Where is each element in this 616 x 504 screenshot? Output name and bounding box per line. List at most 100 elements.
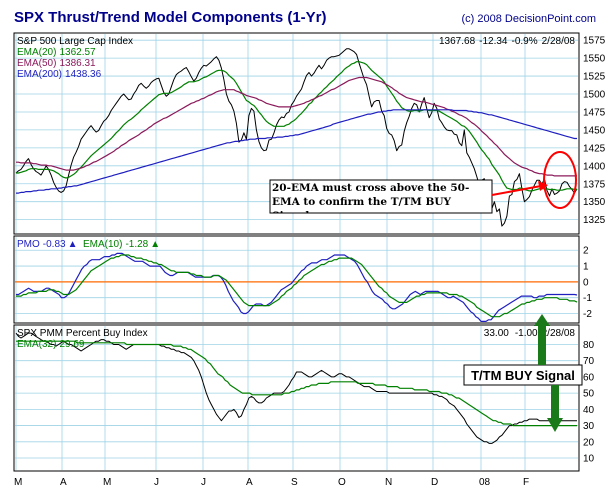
pmo-ytick-label: -1 xyxy=(583,293,592,304)
pmo-grid: 2 1 0 -1 -2 xyxy=(15,237,592,322)
price-ytick-label: 1400 xyxy=(583,161,606,172)
ema20-legend: EMA(20) 1362.57 xyxy=(17,47,96,58)
pmm-panel-frame xyxy=(13,324,580,472)
pmm-readout: 33.00 -1.00 2/28/08 xyxy=(484,328,576,339)
price-ytick-label: 1500 xyxy=(583,90,606,101)
ema50-legend: EMA(50) 1386.31 xyxy=(17,58,96,69)
price-lines xyxy=(15,48,578,227)
price-close: 1367.68 xyxy=(439,36,476,47)
ema200-legend-value: 1438.36 xyxy=(65,69,102,80)
pmm-grid: 80 70 60 50 40 30 20 10 xyxy=(15,326,595,470)
x-month-label: D xyxy=(431,477,438,488)
ema20-legend-value: 1362.57 xyxy=(59,47,96,58)
price-date: 2/28/08 xyxy=(542,36,576,47)
ema-cross-highlight-circle xyxy=(543,151,577,209)
price-ytick-label: 1350 xyxy=(583,197,606,208)
x-axis: M A M J J A S O N D 08 F xyxy=(14,477,529,488)
pmo-ytick-label: -2 xyxy=(583,309,592,320)
x-month-label: F xyxy=(523,477,529,488)
pmo-ema-legend-value: -1.28 xyxy=(125,239,148,250)
pmm-ytick-label: 60 xyxy=(583,372,595,383)
price-ytick-label: 1550 xyxy=(583,54,606,65)
price-ytick-label: 1375 xyxy=(583,179,606,190)
ema50-legend-name: EMA(50) xyxy=(17,58,56,69)
ttm-buy-arrow-lower-shaft xyxy=(551,385,559,419)
ema-cross-callout-box xyxy=(269,179,493,214)
pmm-ema-legend-value: 29.69 xyxy=(59,339,84,350)
ttm-buy-annotation: T/TM BUY Signal xyxy=(463,314,583,432)
pmm-date: 2/28/08 xyxy=(542,328,576,339)
pmm-ema-legend: EMA(32) 29.69 xyxy=(17,339,85,350)
pmo-legend-name: PMO xyxy=(17,239,40,250)
pmo-lines xyxy=(16,252,578,322)
pmo-legend-value: -0.83 xyxy=(43,239,66,250)
ema-cross-arrowhead-icon xyxy=(538,181,548,191)
pmm-ytick-label: 80 xyxy=(583,340,595,351)
price-ema-200-line xyxy=(16,109,577,194)
ema-cross-callout: 20-EMA must cross above the 50-EMA to co… xyxy=(272,182,470,213)
chart-title: SPX Thrust/Trend Model Components (1-Yr) xyxy=(14,9,327,26)
ttm-buy-label-box xyxy=(463,364,583,386)
pmm-series-label: SPX PMM Percent Buy Index xyxy=(17,328,148,339)
ema20-legend-name: EMA(20) xyxy=(17,47,56,58)
x-month-label: O xyxy=(338,477,346,488)
pmo-ema-up-arrow-icon: ▲ xyxy=(150,239,160,250)
x-month-label: N xyxy=(385,477,392,488)
price-ytick-label: 1475 xyxy=(583,107,606,118)
price-change: -12.34 xyxy=(479,36,508,47)
pmm-ytick-label: 10 xyxy=(583,454,595,465)
price-price-line xyxy=(15,48,578,227)
pmo-ytick-label: 2 xyxy=(583,246,589,257)
x-month-label: A xyxy=(60,477,67,488)
x-month-label: A xyxy=(246,477,253,488)
x-month-label: S xyxy=(291,477,298,488)
x-month-label: M xyxy=(103,477,111,488)
ttm-buy-arrow-up-icon xyxy=(534,314,550,326)
ttm-buy-label: T/TM BUY Signal xyxy=(471,368,575,383)
pmm-ytick-label: 70 xyxy=(583,356,595,367)
price-ytick-label: 1425 xyxy=(583,143,606,154)
pmm-ytick-label: 30 xyxy=(583,421,595,432)
pmo-ytick-label: 1 xyxy=(583,262,589,273)
pmm-ytick-label: 20 xyxy=(583,437,595,448)
price-ytick-label: 1450 xyxy=(583,125,606,136)
price-pct: -0.9% xyxy=(512,36,538,47)
ema-cross-annotation: 20-EMA must cross above the 50-EMA to co… xyxy=(269,151,577,214)
ema200-legend-name: EMA(200) xyxy=(17,69,62,80)
pmo-panel: 210-1-2 PMO -0.83 ▲ EMA(10) -1.28 ▲ xyxy=(13,235,592,324)
x-month-label: M xyxy=(14,477,22,488)
pmo-ytick-label: 0 xyxy=(583,277,589,288)
price-ema-50-line xyxy=(16,76,577,177)
pmm-value: 33.00 xyxy=(484,328,509,339)
pmo-pmo-line xyxy=(16,252,578,322)
x-month-label: J xyxy=(201,477,206,488)
ema-cross-callout-text: 20-EMA must cross above the 50-EMA to co… xyxy=(272,182,470,213)
pmm-percent-buy-line xyxy=(15,332,577,444)
x-month-label: 08 xyxy=(479,477,491,488)
pmm-ytick-label: 40 xyxy=(583,405,595,416)
ema-cross-arrow-line xyxy=(491,185,542,196)
ttm-buy-arrow-down-icon xyxy=(547,418,563,432)
price-ytick-label: 1325 xyxy=(583,215,606,226)
price-readout: 1367.68 -12.34 -0.9% 2/28/08 xyxy=(439,36,575,47)
x-month-label: J xyxy=(154,477,159,488)
pmm-ytick-label: 50 xyxy=(583,389,595,400)
ema50-legend-value: 1386.31 xyxy=(59,58,96,69)
price-series-label: S&P 500 Large Cap Index xyxy=(17,36,133,47)
pmo-ema-legend-name: EMA(10) xyxy=(83,239,122,250)
pmm-ema-32-line xyxy=(16,340,577,427)
price-ytick-label: 1575 xyxy=(583,36,606,47)
pmo-ema-legend: EMA(10) -1.28 ▲ xyxy=(83,239,160,250)
price-ytick-label: 1525 xyxy=(583,72,606,83)
pmo-up-arrow-icon: ▲ xyxy=(68,239,78,250)
pmm-ema-legend-name: EMA(32) xyxy=(17,339,56,350)
ema200-legend: EMA(200) 1438.36 xyxy=(17,69,102,80)
pmm-change: -1.00 xyxy=(515,328,538,339)
pmm-lines xyxy=(15,332,577,444)
ttm-buy-arrow-upper-shaft xyxy=(538,324,546,365)
price-ema-20-line xyxy=(16,61,577,192)
pmm-panel: 80 70 60 50 40 30 20 10 SPX PMM Percent Buy Ind… xyxy=(13,324,595,472)
pmo-legend: PMO -0.83 ▲ xyxy=(17,239,77,250)
copyright-text: (c) 2008 DecisionPoint.com xyxy=(461,13,596,25)
